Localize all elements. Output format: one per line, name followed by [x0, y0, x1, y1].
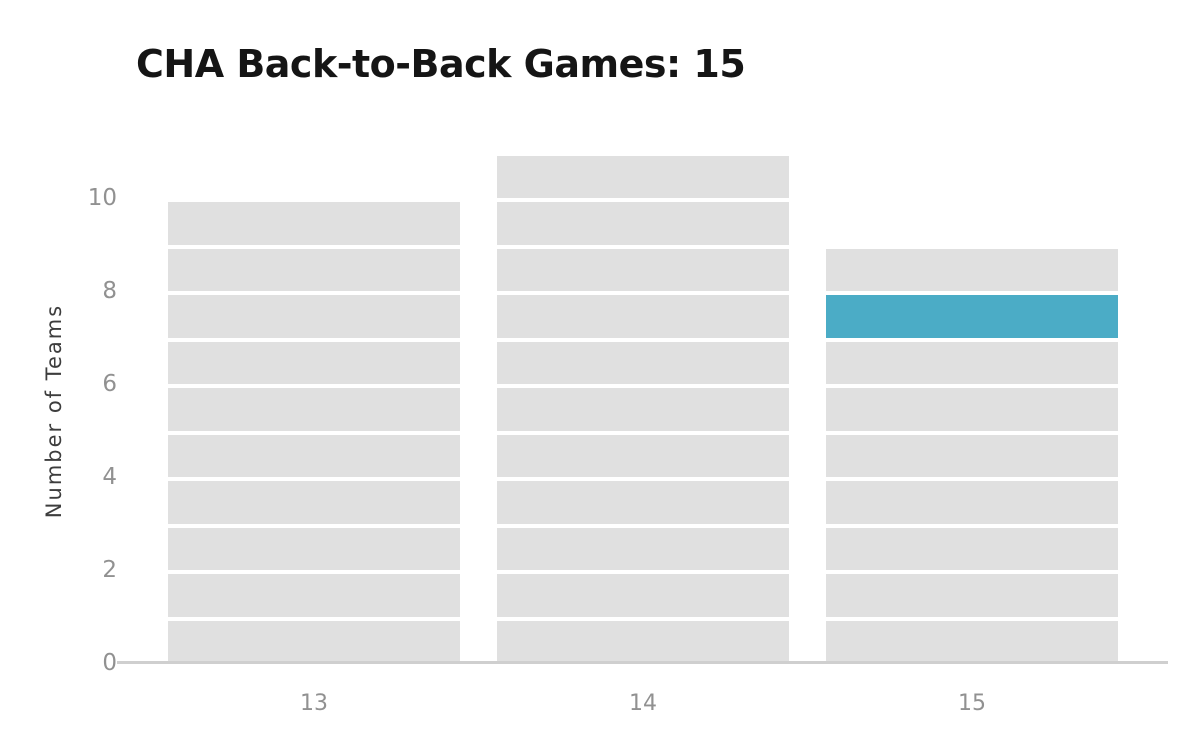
team-block	[826, 388, 1118, 431]
team-block	[497, 620, 789, 663]
x-tick-label-15: 15	[958, 691, 986, 716]
team-block	[826, 574, 1118, 617]
team-block	[826, 481, 1118, 524]
chart-title: CHA Back-to-Back Games: 15	[136, 42, 746, 86]
y-tick-label-6: 6	[102, 371, 117, 397]
team-block	[168, 481, 460, 524]
team-block	[497, 388, 789, 431]
highlighted-team-block	[826, 295, 1118, 338]
x-tick-label-13: 13	[300, 691, 328, 716]
team-block	[168, 248, 460, 291]
team-block	[497, 574, 789, 617]
y-tick-label-10: 10	[87, 185, 117, 211]
team-block	[497, 341, 789, 384]
team-block	[168, 295, 460, 338]
team-block	[826, 527, 1118, 570]
x-tick-label-14: 14	[629, 691, 657, 716]
y-tick-label-2: 2	[102, 557, 117, 583]
team-block	[826, 341, 1118, 384]
team-block	[497, 248, 789, 291]
x-axis-baseline	[117, 661, 1168, 664]
team-block	[168, 574, 460, 617]
team-block	[168, 202, 460, 245]
team-block	[168, 388, 460, 431]
team-block	[168, 620, 460, 663]
y-tick-label-0: 0	[102, 650, 117, 676]
team-block	[826, 434, 1118, 477]
team-block	[168, 434, 460, 477]
team-block	[497, 202, 789, 245]
y-tick-label-4: 4	[102, 464, 117, 490]
team-block	[168, 341, 460, 384]
team-block	[497, 481, 789, 524]
team-block	[497, 155, 789, 198]
team-block	[497, 434, 789, 477]
y-tick-label-8: 8	[102, 278, 117, 304]
team-block	[168, 527, 460, 570]
y-axis-title: Number of Teams	[42, 303, 66, 519]
team-block	[497, 295, 789, 338]
team-block	[497, 527, 789, 570]
team-block	[826, 248, 1118, 291]
team-block	[826, 620, 1118, 663]
